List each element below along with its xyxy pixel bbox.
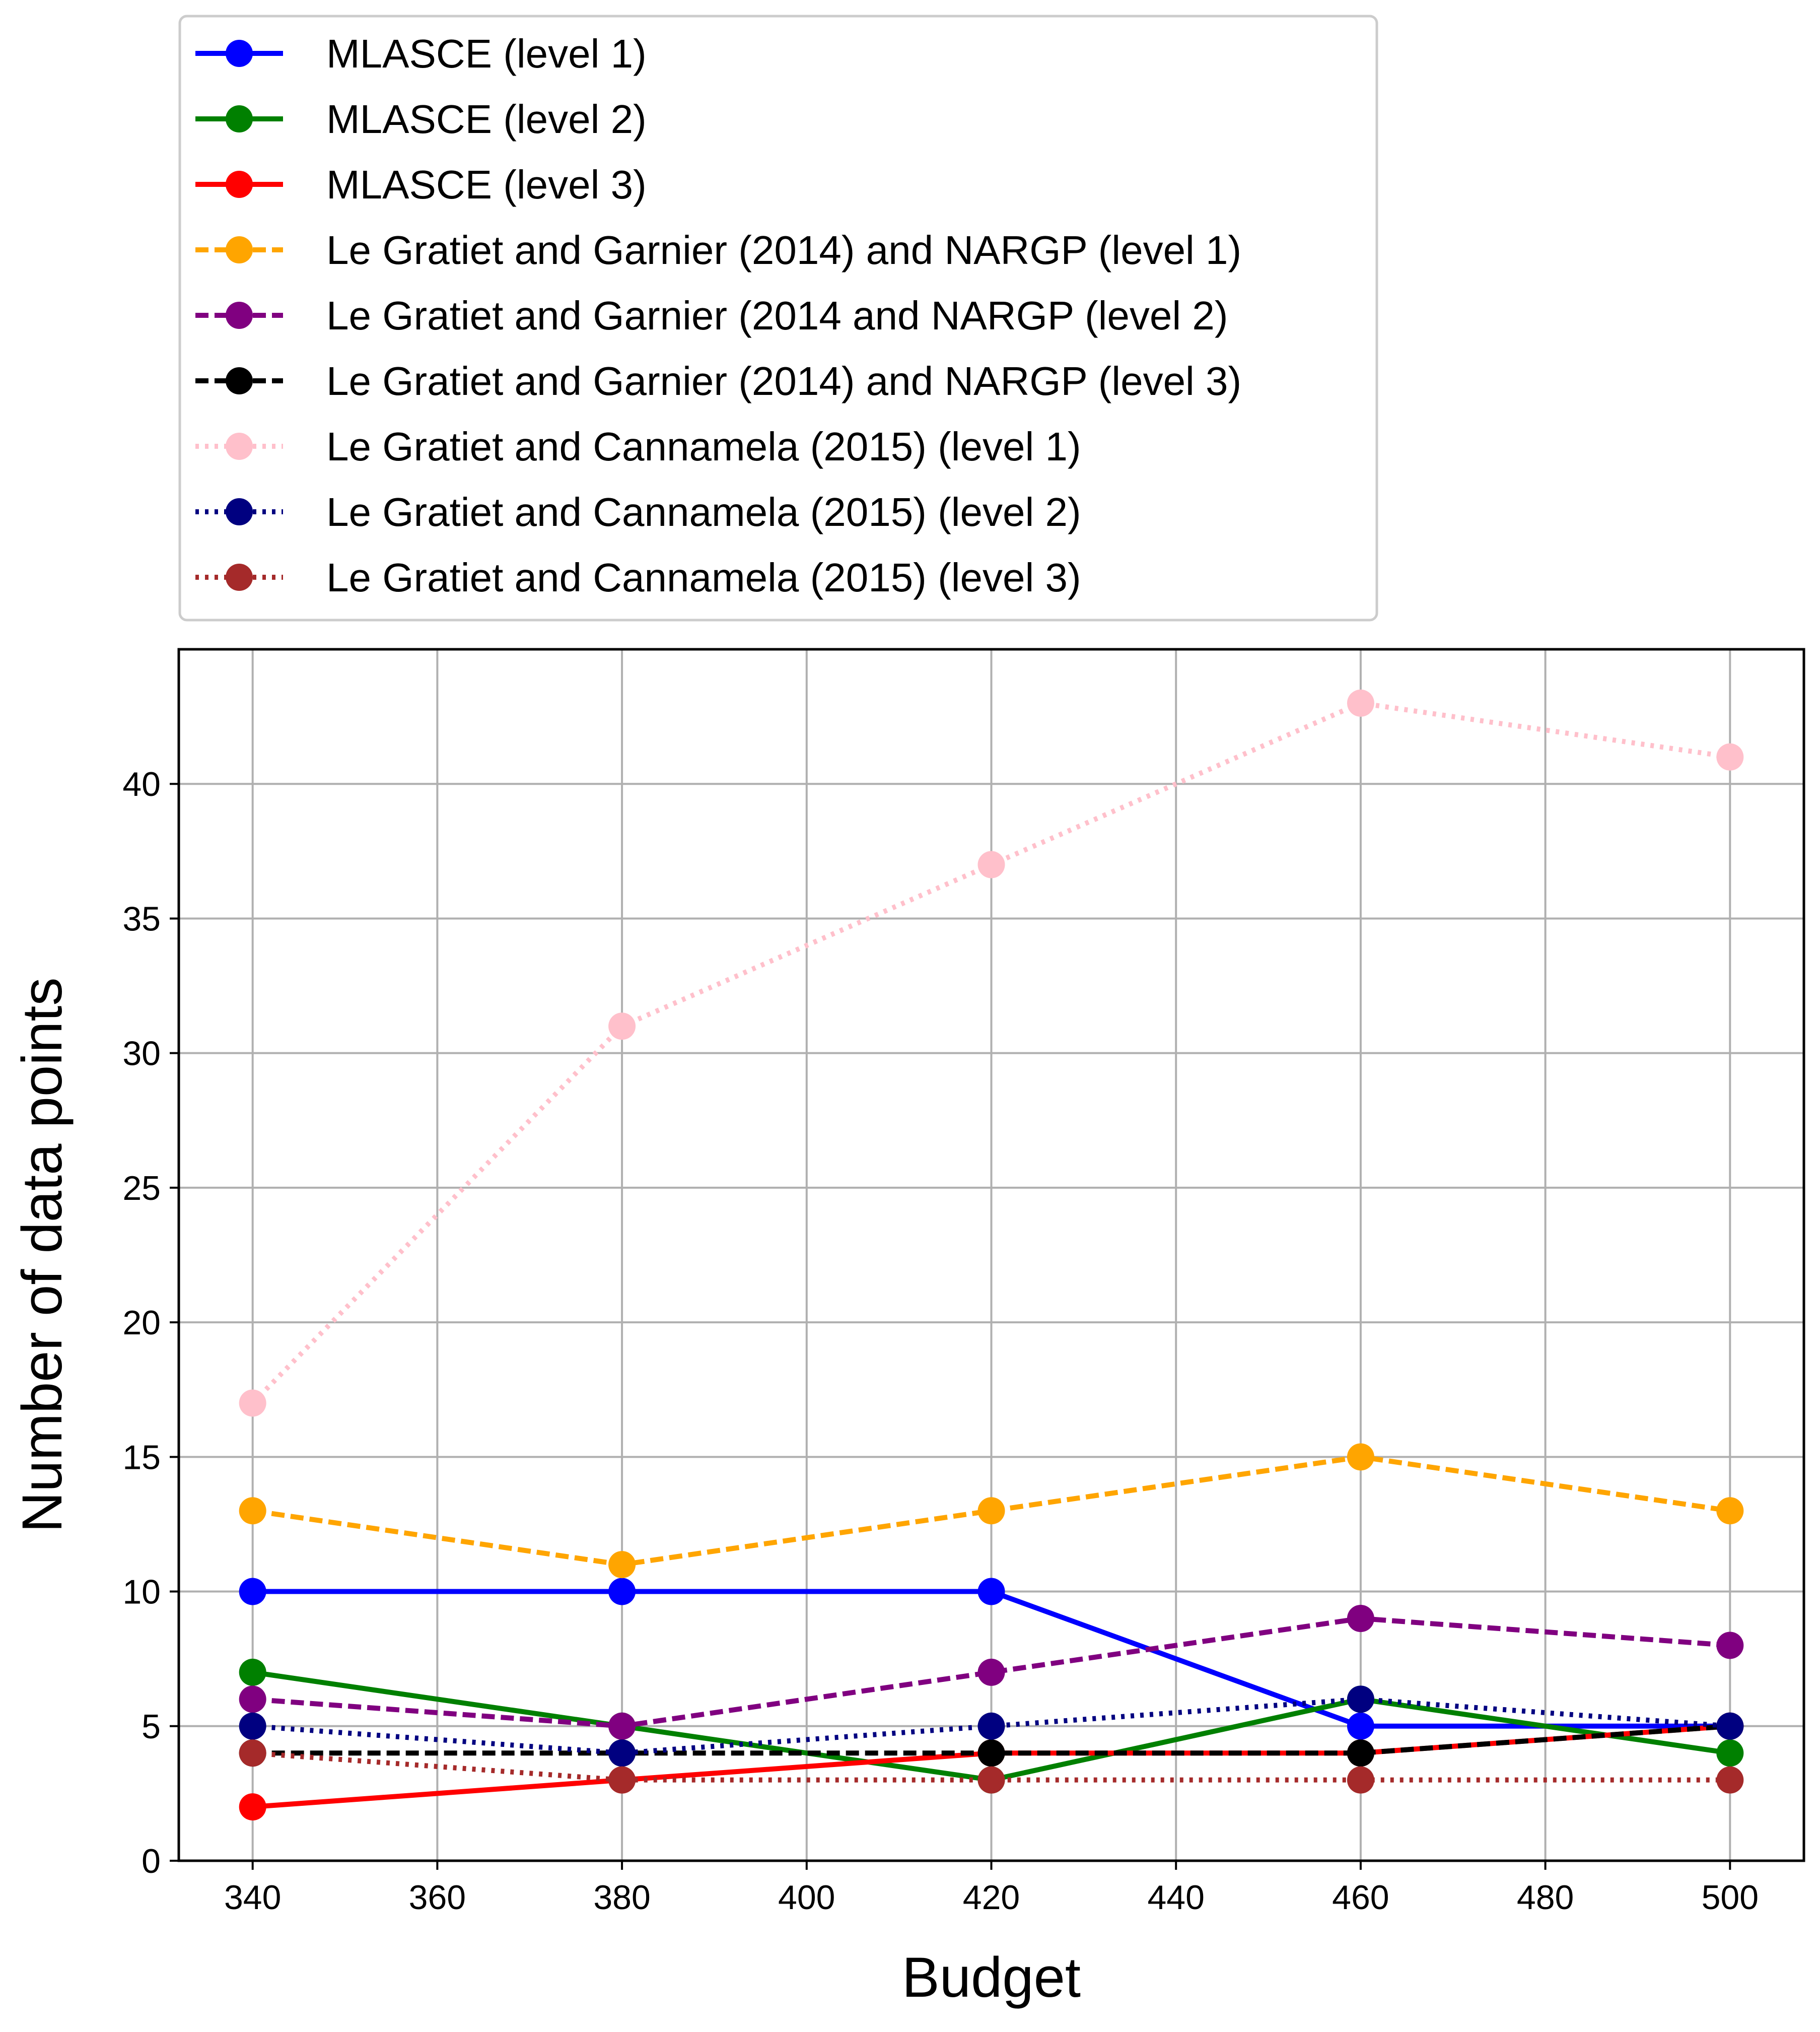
data-point <box>239 1578 266 1605</box>
series-le-gratiet-and-cannamela-2015-level-3 <box>239 1739 1744 1794</box>
data-point <box>977 1712 1005 1740</box>
series-le-gratiet-and-cannamela-2015-level-1 <box>239 689 1744 1417</box>
data-point <box>1347 689 1374 717</box>
legend-item: Le Gratiet and Garnier (2014 and NARGP (… <box>195 293 1228 338</box>
series-line <box>252 1697 1730 1756</box>
data-point <box>608 1578 636 1605</box>
legend-marker <box>226 302 253 329</box>
data-point <box>608 1012 636 1040</box>
legend-marker <box>226 433 253 460</box>
data-point <box>1347 1605 1374 1632</box>
legend-item: Le Gratiet and Cannamela (2015) (level 3… <box>195 555 1081 600</box>
x-tick-label: 500 <box>1702 1878 1759 1917</box>
data-point <box>1347 1766 1374 1794</box>
legend-marker <box>226 105 253 132</box>
legend-marker <box>226 236 253 263</box>
data-point <box>1347 1739 1374 1767</box>
legend-marker <box>226 498 253 525</box>
legend-label: Le Gratiet and Garnier (2014) and NARGP … <box>326 359 1241 403</box>
legend-frame <box>178 15 1378 622</box>
data-point <box>239 1389 266 1417</box>
legend-marker <box>226 367 253 394</box>
legend-marker <box>226 40 253 67</box>
data-point <box>1716 743 1744 771</box>
series-le-gratiet-and-cannamela-2015-level-2 <box>239 1685 1744 1767</box>
data-point <box>1716 1739 1744 1767</box>
data-point <box>977 1766 1005 1794</box>
legend-item: Le Gratiet and Cannamela (2015) (level 1… <box>195 424 1081 469</box>
data-point <box>1347 1443 1374 1471</box>
data-point <box>1716 1497 1744 1525</box>
legend-label: Le Gratiet and Cannamela (2015) (level 3… <box>326 555 1081 600</box>
data-point <box>239 1685 266 1713</box>
x-tick-label: 340 <box>224 1878 281 1917</box>
legend-item: Le Gratiet and Garnier (2014) and NARGP … <box>195 228 1241 273</box>
x-tick-label: 360 <box>409 1878 466 1917</box>
data-point <box>1347 1712 1374 1740</box>
data-point <box>977 1497 1005 1525</box>
y-tick-label: 40 <box>122 765 161 803</box>
data-point <box>1716 1766 1744 1794</box>
data-point <box>1716 1632 1744 1659</box>
legend-label: Le Gratiet and Garnier (2014 and NARGP (… <box>326 293 1228 338</box>
y-axis-title: Number of data points <box>11 978 74 1533</box>
x-tick-label: 420 <box>963 1878 1020 1917</box>
legend-label: Le Gratiet and Cannamela (2015) (level 1… <box>326 424 1081 469</box>
data-point <box>608 1712 636 1740</box>
legend-marker <box>226 564 253 591</box>
legend-label: MLASCE (level 1) <box>326 31 647 76</box>
data-point <box>1716 1712 1744 1740</box>
x-tick-label: 380 <box>593 1878 650 1917</box>
legend-label: MLASCE (level 2) <box>326 97 647 142</box>
data-point <box>608 1766 636 1794</box>
legend-item: Le Gratiet and Cannamela (2015) (level 2… <box>195 490 1081 534</box>
y-tick-label: 15 <box>122 1438 161 1476</box>
axis-ticks: 340 360 380 400 420 440 460 480 500 0 5 10 15 20 25 30 3… <box>122 765 1759 1917</box>
data-point <box>239 1658 266 1686</box>
y-tick-label: 10 <box>122 1573 161 1611</box>
series-group <box>239 689 1744 1821</box>
data-point <box>977 1658 1005 1686</box>
x-tick-label: 480 <box>1517 1878 1574 1917</box>
legend-label: Le Gratiet and Garnier (2014) and NARGP … <box>326 228 1241 273</box>
data-point <box>1347 1685 1374 1713</box>
x-tick-label: 400 <box>778 1878 835 1917</box>
x-tick-label: 460 <box>1332 1878 1389 1917</box>
x-axis-title: Budget <box>902 1946 1081 2009</box>
legend-item: Le Gratiet and Garnier (2014) and NARGP … <box>195 359 1241 403</box>
y-tick-label: 5 <box>142 1708 161 1746</box>
data-point <box>608 1739 636 1767</box>
y-tick-label: 35 <box>122 900 161 938</box>
y-tick-label: 30 <box>122 1035 161 1073</box>
data-point <box>977 851 1005 878</box>
data-point <box>977 1739 1005 1767</box>
legend-item: MLASCE (level 3) <box>195 162 647 207</box>
data-point <box>239 1712 266 1740</box>
data-point <box>239 1793 266 1821</box>
data-point <box>608 1551 636 1579</box>
y-tick-label: 25 <box>122 1169 161 1207</box>
y-tick-label: 0 <box>142 1842 161 1880</box>
series-le-gratiet-and-garnier-2014-and-nargp-level-2 <box>239 1605 1744 1740</box>
x-tick-label: 440 <box>1147 1878 1204 1917</box>
legend-item: MLASCE (level 1) <box>195 31 647 76</box>
legend-marker <box>226 171 253 198</box>
data-point <box>977 1578 1005 1605</box>
legend-label: MLASCE (level 3) <box>326 162 647 207</box>
data-point <box>239 1739 266 1767</box>
y-tick-label: 20 <box>122 1304 161 1342</box>
legend-item: MLASCE (level 2) <box>195 97 647 142</box>
legend-label: Le Gratiet and Cannamela (2015) (level 2… <box>326 490 1081 534</box>
data-point <box>239 1497 266 1525</box>
legend: MLASCE (level 1) MLASCE (level 2) MLASCE (… <box>178 15 1378 622</box>
series-le-gratiet-and-garnier-2014-and-nargp-level-1 <box>239 1443 1744 1579</box>
